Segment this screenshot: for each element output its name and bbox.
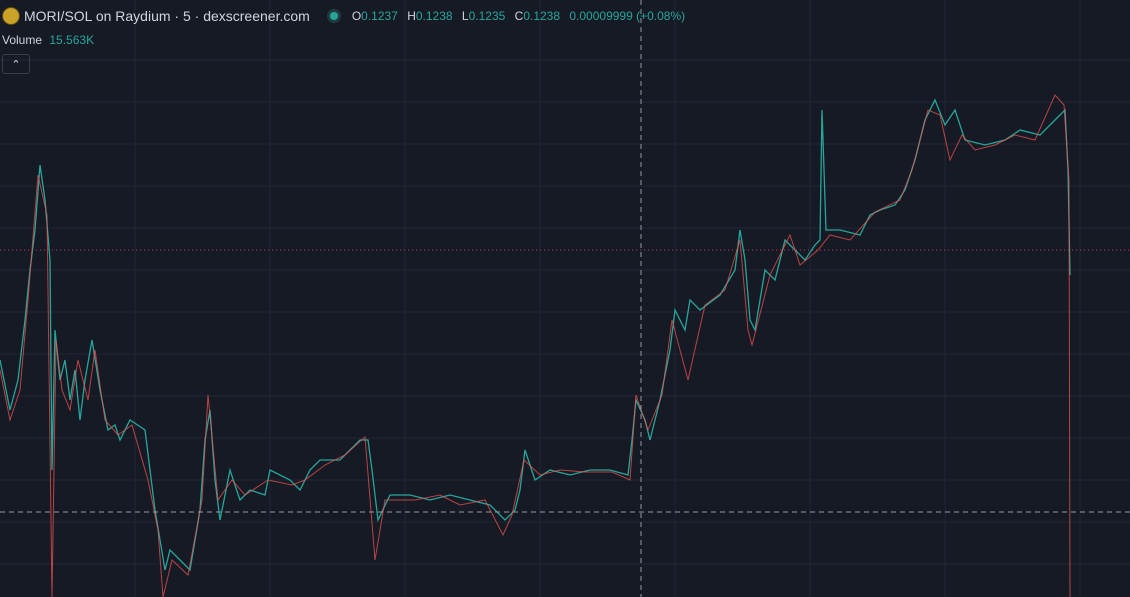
pair-title: MORI/SOL on Raydium · 5 · dexscreener.co… [24,8,310,24]
change-value: 0.00009999 (+0.08%) [569,9,686,23]
price-trace-down [0,94,1071,597]
price-trace [0,98,1071,572]
ohlc: O0.1237 H0.1238 L0.1235 C0.1238 0.000099… [352,9,685,23]
collapse-button[interactable]: ⌃ [2,54,30,74]
open-value: 0.1237 [361,9,398,23]
token-logo [2,7,20,25]
low-value: 0.1235 [468,9,506,23]
status-dot [329,12,338,20]
volume-label: Volume [2,33,43,47]
low-label: L [461,9,469,23]
close-label: C [514,9,524,23]
legend: MORI/SOL on Raydium · 5 · dexscreener.co… [2,7,685,25]
close-value: 0.1238 [523,9,561,23]
high-value: 0.1238 [415,9,453,23]
open-label: O [351,9,362,23]
volume-value: 15.563K [49,33,95,47]
high-label: H [407,9,416,23]
volume-legend: Volume 15.563K [2,33,94,47]
